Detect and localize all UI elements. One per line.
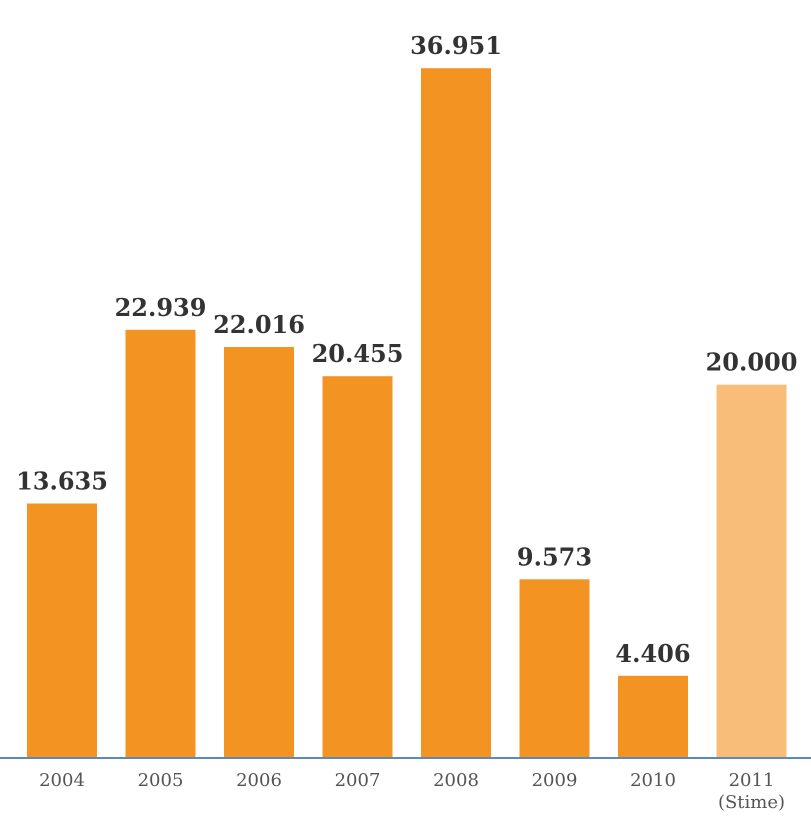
value-label-2004: 13.635 — [16, 467, 108, 496]
bar-2010 — [618, 675, 688, 758]
bar-2006 — [224, 347, 294, 758]
x-axis-tick-labels: 2004 2005 2006 2007 2008 2009 2010 2011(Stime) — [39, 770, 785, 813]
bar-2011 — [716, 384, 787, 758]
x-tick-label-2008: 2008 — [433, 770, 479, 791]
value-label-2006: 22.016 — [213, 310, 305, 339]
x-tick-label-2011: 2011 — [729, 770, 775, 791]
bars-group — [27, 68, 787, 758]
x-tick-label-2007: 2007 — [335, 770, 381, 791]
value-label-2007: 20.455 — [312, 339, 404, 368]
x-tick-label-2010: 2010 — [630, 770, 676, 791]
value-label-2011: 20.000 — [706, 348, 798, 377]
bar-2005 — [125, 329, 196, 758]
x-tick-label-2006: 2006 — [236, 770, 282, 791]
x-tick-label-2005: 2005 — [138, 770, 184, 791]
x-tick-label-2004: 2004 — [39, 770, 85, 791]
bar-2004 — [27, 503, 97, 758]
bar-2007 — [322, 376, 393, 758]
x-tick-label-2009: 2009 — [532, 770, 578, 791]
bar-2008 — [421, 68, 491, 758]
x-tick-label-2011-sub: (Stime) — [718, 792, 785, 813]
value-label-2008: 36.951 — [410, 31, 502, 60]
value-label-2005: 22.939 — [115, 293, 207, 322]
value-label-2010: 4.406 — [615, 639, 690, 668]
value-label-2009: 9.573 — [517, 542, 592, 571]
bar-2009 — [519, 579, 590, 758]
